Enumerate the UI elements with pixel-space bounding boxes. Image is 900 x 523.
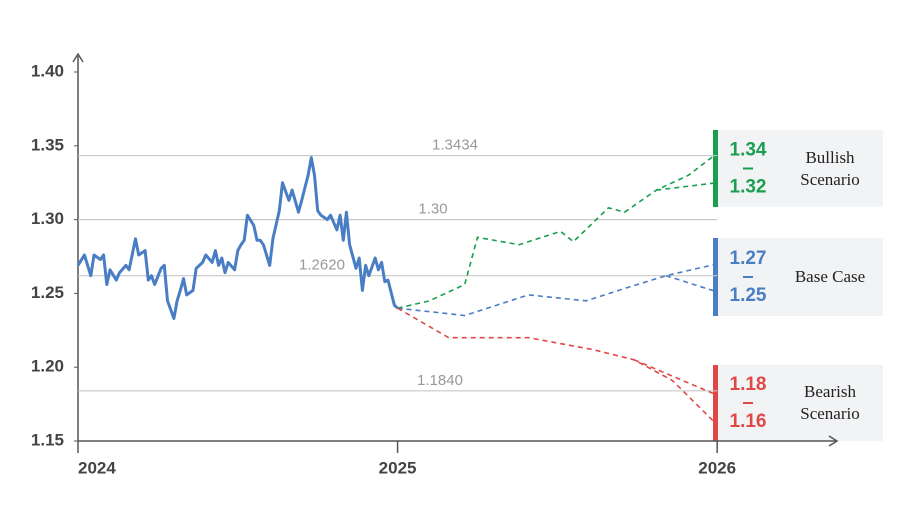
reference-label: 1.2620 [299,257,345,274]
scenario-branch [633,359,718,396]
reference-label: 1.30 [418,201,447,218]
scenario-bar [713,238,718,316]
scenario-line [397,307,718,426]
x-tick-label: 2026 [698,458,736,477]
y-tick-label: 1.15 [31,430,64,449]
scenario-name: Bullish Scenario [800,147,860,189]
y-tick-label: 1.25 [31,283,64,302]
scenario-box: Base Case [713,238,883,316]
range-low: 1.16 [730,411,767,432]
axes [72,52,839,447]
scenario-name: Bearish Scenario [800,382,860,423]
reference-label: 1.1840 [417,372,463,389]
scenario-line [397,152,718,309]
scenario-bar [713,365,718,441]
y-tick-label: 1.40 [31,61,64,80]
x-tick-label: 2024 [78,458,116,477]
range-low: 1.25 [730,285,767,306]
y-tick-label: 1.20 [31,357,64,376]
y-axis-arrow [72,52,84,63]
range-high: 1.27 [730,248,767,269]
y-tick-label: 1.30 [31,209,64,228]
scenario-branch [665,274,718,293]
scenario-name: Base Case [794,267,866,286]
history-line [76,156,399,320]
scenario-box: Bearish Scenario [713,365,883,441]
reference-label: 1.3434 [432,137,478,154]
scenario-box: Bullish Scenario [713,130,883,207]
scenario-bar [713,130,718,207]
scenario-line [397,263,718,317]
x-tick-label: 2025 [379,458,417,477]
y-tick-label: 1.35 [31,135,64,154]
x-axis-arrow [828,435,839,447]
range-high: 1.34 [730,140,767,161]
range-low: 1.32 [730,177,767,198]
scenario-branch [656,181,718,191]
range-high: 1.18 [730,374,767,395]
